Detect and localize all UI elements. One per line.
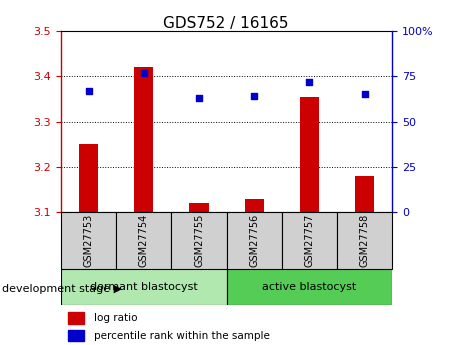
Bar [79, 144, 98, 212]
Bar [189, 203, 209, 212]
Point [306, 79, 313, 85]
FancyBboxPatch shape [171, 212, 226, 269]
Point [361, 92, 368, 97]
Text: GSM27754: GSM27754 [139, 214, 149, 267]
Bar [355, 176, 374, 212]
FancyBboxPatch shape [226, 269, 392, 305]
Text: GSM27753: GSM27753 [83, 214, 93, 267]
Text: log ratio: log ratio [94, 313, 138, 323]
FancyBboxPatch shape [61, 269, 226, 305]
Point [251, 93, 258, 99]
FancyBboxPatch shape [337, 212, 392, 269]
Bar [300, 97, 319, 212]
Text: dormant blastocyst: dormant blastocyst [90, 282, 198, 292]
FancyBboxPatch shape [61, 212, 116, 269]
Text: development stage ▶: development stage ▶ [2, 284, 122, 294]
Text: GDS752 / 16165: GDS752 / 16165 [163, 16, 288, 30]
Bar [68, 330, 84, 341]
Text: GSM27758: GSM27758 [360, 214, 370, 267]
Text: percentile rank within the sample: percentile rank within the sample [94, 331, 270, 341]
Bar [134, 67, 153, 212]
Text: GSM27756: GSM27756 [249, 214, 259, 267]
Bar [244, 199, 264, 212]
FancyBboxPatch shape [282, 212, 337, 269]
Text: GSM27757: GSM27757 [304, 214, 314, 267]
FancyBboxPatch shape [226, 212, 282, 269]
Bar [68, 312, 84, 324]
Text: active blastocyst: active blastocyst [262, 282, 357, 292]
FancyBboxPatch shape [116, 212, 171, 269]
Text: GSM27755: GSM27755 [194, 214, 204, 267]
Point [195, 95, 202, 101]
Point [85, 88, 92, 93]
Point [140, 70, 147, 76]
